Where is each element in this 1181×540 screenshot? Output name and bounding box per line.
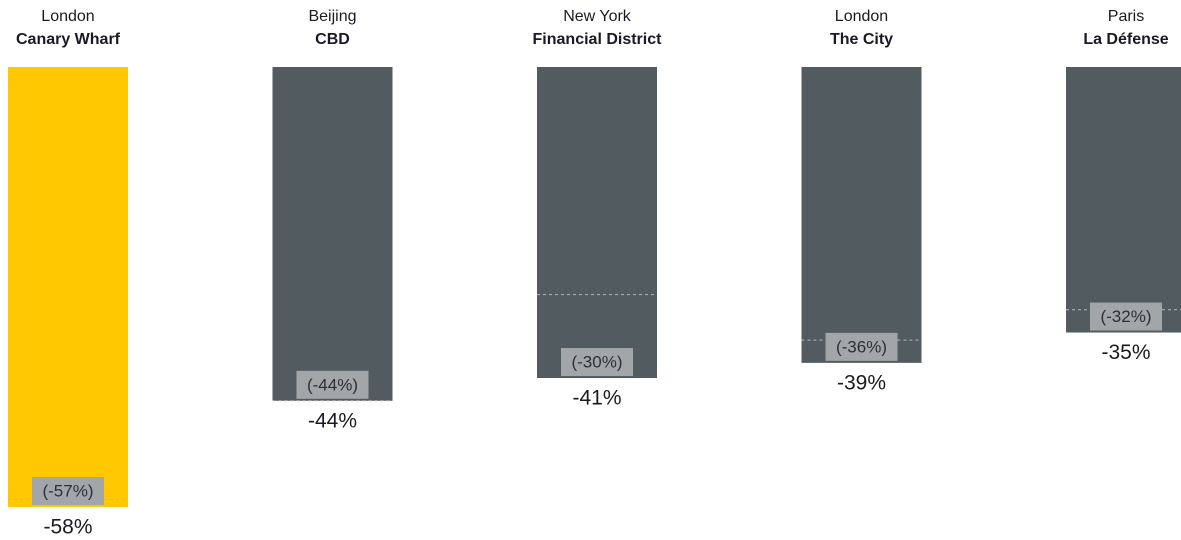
bar (8, 67, 128, 507)
city-label: Paris (1108, 8, 1144, 25)
value-label: -58% (43, 516, 92, 539)
city-label: London (835, 8, 888, 25)
previous-box (296, 370, 369, 399)
previous-label: (-44%) (307, 375, 358, 394)
previous-box (561, 348, 633, 377)
previous-box (32, 477, 104, 505)
bar (1066, 67, 1181, 333)
district-label: La Défense (1083, 31, 1168, 48)
value-label: -35% (1101, 341, 1150, 364)
previous-box (825, 332, 898, 361)
city-label: New York (563, 8, 632, 25)
bar (272, 67, 393, 401)
bar (801, 67, 922, 363)
value-label: -39% (837, 371, 886, 394)
city-label: London (41, 8, 94, 25)
previous-label: (-30%) (571, 353, 622, 372)
district-label: The City (830, 31, 893, 48)
city-label: Beijing (308, 8, 356, 25)
previous-box (1090, 302, 1162, 331)
district-label: Canary Wharf (16, 31, 121, 48)
previous-label: (-32%) (1100, 307, 1151, 326)
district-label: Financial District (533, 31, 663, 48)
district-label: CBD (315, 31, 350, 48)
value-label: -41% (572, 387, 621, 410)
previous-label: (-36%) (836, 337, 887, 356)
previous-label: (-57%) (42, 481, 93, 500)
bar (537, 67, 657, 379)
value-label: -44% (308, 409, 357, 432)
